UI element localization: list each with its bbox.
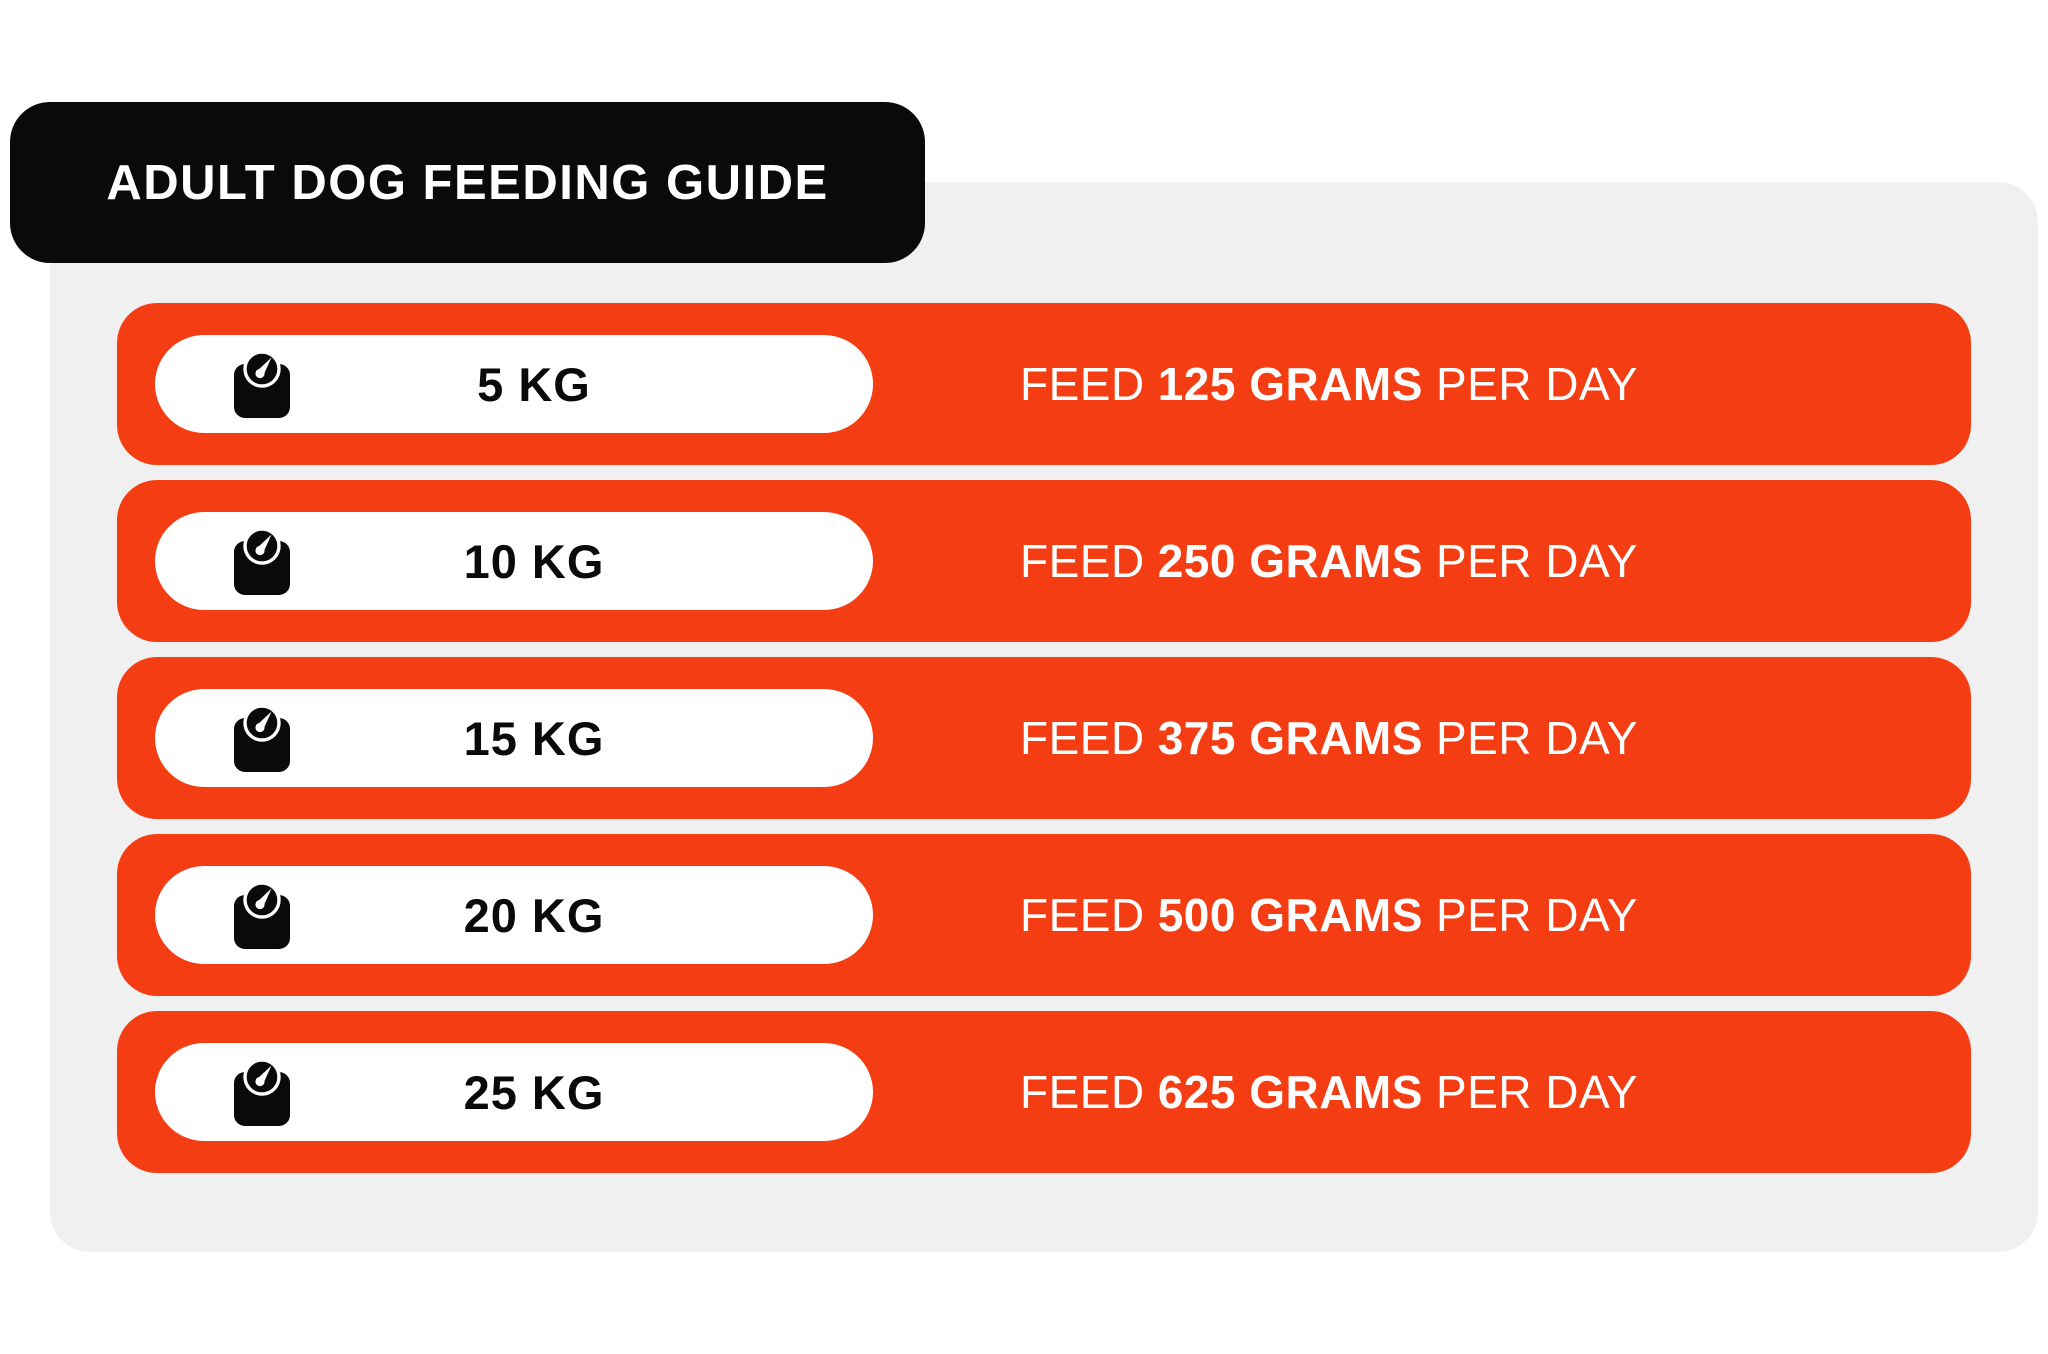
page-title: ADULT DOG FEEDING GUIDE <box>106 155 829 210</box>
rows-holder: 5 KG FEED 125 GRAMS PER DAY <box>50 182 2038 1252</box>
feed-prefix: FEED <box>1020 535 1145 587</box>
feeding-row: 15 KG FEED 375 GRAMS PER DAY <box>117 657 1971 819</box>
weight-scale-icon <box>232 879 292 951</box>
feeding-row: 5 KG FEED 125 GRAMS PER DAY <box>117 303 1971 465</box>
feed-instruction: FEED 250 GRAMS PER DAY <box>1020 534 1638 588</box>
feed-suffix: PER DAY <box>1435 889 1638 941</box>
weight-scale-icon <box>232 702 292 774</box>
title-banner: ADULT DOG FEEDING GUIDE <box>10 102 925 263</box>
weight-pill: 15 KG <box>155 689 873 787</box>
feed-suffix: PER DAY <box>1435 1066 1638 1118</box>
feed-amount: 500 GRAMS <box>1157 889 1423 941</box>
feed-prefix: FEED <box>1020 712 1145 764</box>
weight-label: 5 KG <box>477 357 591 411</box>
weight-pill: 5 KG <box>155 335 873 433</box>
weight-pill: 20 KG <box>155 866 873 964</box>
weight-label: 20 KG <box>463 888 605 942</box>
feed-suffix: PER DAY <box>1435 535 1638 587</box>
feed-instruction: FEED 375 GRAMS PER DAY <box>1020 711 1638 765</box>
feed-instruction: FEED 125 GRAMS PER DAY <box>1020 357 1638 411</box>
weight-scale-icon <box>232 1056 292 1128</box>
weight-pill: 25 KG <box>155 1043 873 1141</box>
weight-label: 15 KG <box>463 711 605 765</box>
feed-suffix: PER DAY <box>1435 712 1638 764</box>
feeding-row: 10 KG FEED 250 GRAMS PER DAY <box>117 480 1971 642</box>
feed-instruction: FEED 625 GRAMS PER DAY <box>1020 1065 1638 1119</box>
weight-pill: 10 KG <box>155 512 873 610</box>
weight-label: 25 KG <box>463 1065 605 1119</box>
feed-amount: 625 GRAMS <box>1157 1066 1423 1118</box>
feed-amount: 125 GRAMS <box>1157 358 1423 410</box>
feeding-rows: 5 KG FEED 125 GRAMS PER DAY <box>117 303 1971 1173</box>
feed-amount: 375 GRAMS <box>1157 712 1423 764</box>
weight-scale-icon <box>232 525 292 597</box>
weight-scale-icon <box>232 348 292 420</box>
weight-label: 10 KG <box>463 534 605 588</box>
feed-prefix: FEED <box>1020 889 1145 941</box>
feed-instruction: FEED 500 GRAMS PER DAY <box>1020 888 1638 942</box>
feed-suffix: PER DAY <box>1435 358 1638 410</box>
feed-prefix: FEED <box>1020 358 1145 410</box>
feed-amount: 250 GRAMS <box>1157 535 1423 587</box>
feed-prefix: FEED <box>1020 1066 1145 1118</box>
feeding-row: 20 KG FEED 500 GRAMS PER DAY <box>117 834 1971 996</box>
feeding-row: 25 KG FEED 625 GRAMS PER DAY <box>117 1011 1971 1173</box>
